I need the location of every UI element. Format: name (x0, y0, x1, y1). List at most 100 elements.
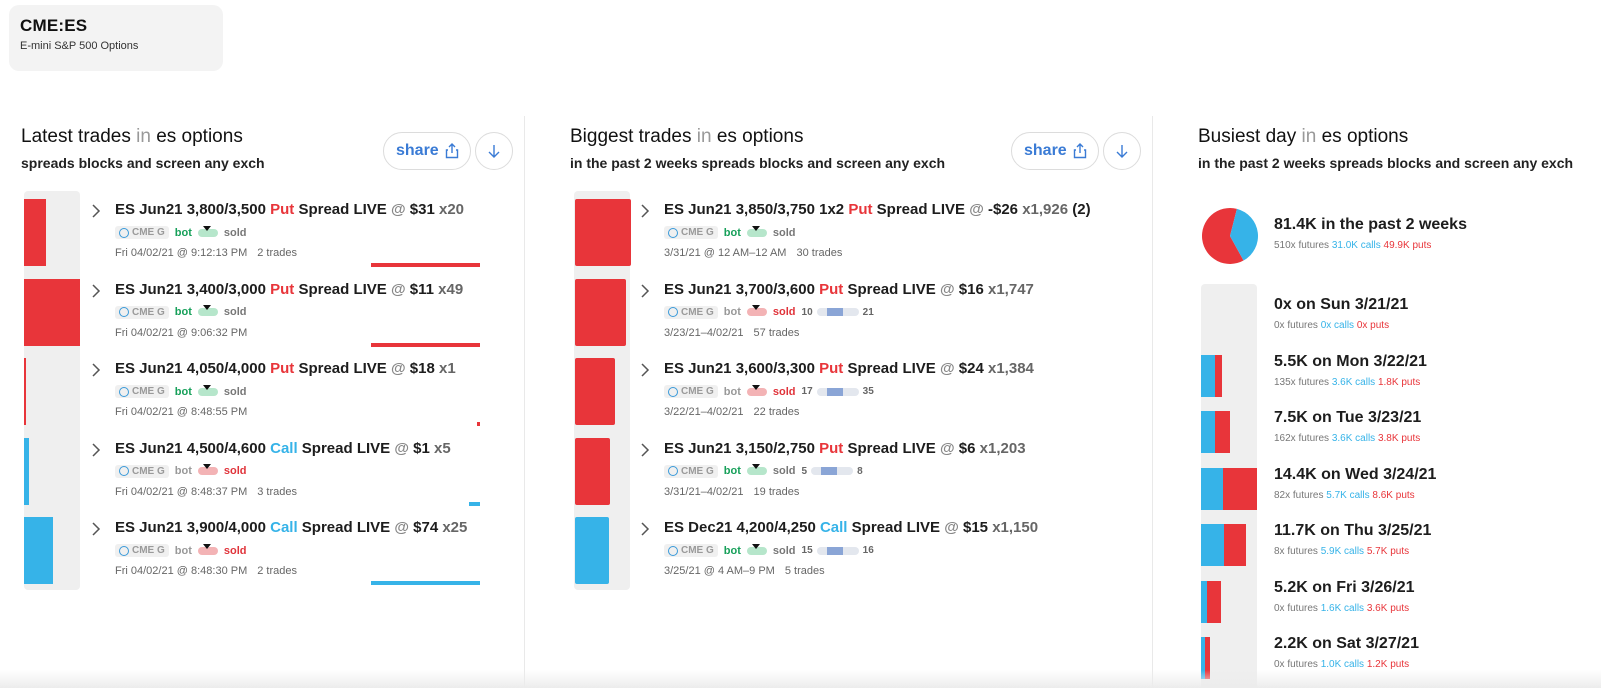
trade-row[interactable]: ES Dec21 4,200/4,250 Call Spread LIVE @ … (639, 519, 1139, 589)
summary-row[interactable]: 81.4K in the past 2 weeks 510x futures 3… (1274, 216, 1467, 251)
chevron-right-icon[interactable] (90, 521, 102, 537)
trade-size-line (477, 422, 480, 426)
trade-count: 2 trades (257, 247, 297, 259)
volume-bar (575, 278, 626, 346)
trade-row[interactable]: ES Jun21 3,800/3,500 Put Spread LIVE @ $… (90, 201, 500, 271)
trade-timestamp: 3/25/21 @ 4 AM–9 PM (664, 565, 775, 577)
sold-label: sold (223, 385, 247, 398)
volume-bar (575, 437, 610, 505)
ticker-name: E-mini S&P 500 Options (20, 40, 139, 52)
globe-icon (119, 545, 129, 556)
trade-row[interactable]: ES Jun21 3,150/2,750 Put Spread LIVE @ $… (639, 440, 1139, 510)
chevron-right-icon[interactable] (90, 283, 102, 299)
trade-row[interactable]: ES Jun21 4,050/4,000 Put Spread LIVE @ $… (90, 360, 500, 430)
trade-timestamp: 3/31/21–4/02/21 (664, 485, 744, 498)
trade-timestamp: 3/23/21–4/02/21 (664, 326, 744, 339)
day-row[interactable]: 14.4K on Wed 3/24/21 82x futures 5.7K cal… (1274, 466, 1436, 501)
trade-title: ES Dec21 4,200/4,250 Call Spread LIVE @ … (664, 519, 1038, 536)
trade-time: 3/31/21 @ 12 AM–12 AM 30 trades (664, 247, 842, 259)
download-button[interactable] (1103, 132, 1141, 170)
chevron-right-icon[interactable] (639, 521, 651, 537)
trade-row[interactable]: ES Jun21 3,400/3,000 Put Spread LIVE @ $… (90, 281, 500, 351)
sold-label: sold (772, 385, 796, 398)
panel-subtitle[interactable]: in the past 2 weeks spreads blocks and s… (1198, 155, 1574, 171)
trade-row[interactable]: ES Jun21 3,600/3,300 Put Spread LIVE @ $… (639, 360, 1139, 430)
day-row[interactable]: 0x on Sun 3/21/21 0x futures 0x calls 0x … (1274, 296, 1408, 331)
trade-at: @ (969, 201, 984, 218)
trade-option-type: Call (270, 519, 298, 536)
trade-row[interactable]: ES Jun21 3,850/3,750 1x2 Put Spread LIVE… (639, 201, 1139, 271)
volume-bar (24, 199, 46, 266)
panel-title-product[interactable]: es options (156, 126, 243, 147)
globe-icon (668, 545, 678, 556)
panel-title-product[interactable]: es options (1321, 126, 1409, 147)
trade-at: @ (939, 280, 955, 298)
exchange-badge: CME G (664, 544, 718, 557)
pie-slice-puts (1202, 208, 1244, 264)
trade-time: 3/25/21 @ 4 AM–9 PM 5 trades (664, 565, 825, 577)
exchange-badge: CME G (664, 226, 718, 239)
chevron-right-icon[interactable] (90, 362, 102, 378)
day-breakdown: 0x futures 1.0K calls 1.2K puts (1274, 659, 1419, 670)
exchange-badge: CME G (115, 385, 169, 398)
exchange-badge: CME G (115, 305, 169, 319)
globe-icon (668, 227, 678, 238)
day-row[interactable]: 2.2K on Sat 3/27/21 0x futures 1.0K calls… (1274, 635, 1419, 670)
trade-option-type: Put (819, 360, 844, 377)
day-breakdown: 82x futures 5.7K calls 8.6K puts (1274, 490, 1436, 501)
trade-price: $74 (413, 519, 439, 536)
download-button[interactable] (475, 132, 513, 170)
trade-price: $11 (409, 280, 434, 298)
sold-label: sold (772, 465, 796, 477)
trade-row[interactable]: ES Jun21 3,700/3,600 Put Spread LIVE @ $… (639, 281, 1139, 351)
chevron-right-icon[interactable] (90, 203, 102, 219)
trade-row[interactable]: ES Jun21 3,900/4,000 Call Spread LIVE @ … (90, 519, 500, 589)
day-breakdown: 135x futures 3.6K calls 1.8K puts (1274, 377, 1427, 388)
chevron-right-icon[interactable] (639, 283, 651, 299)
calls-count: 1.6K calls (1320, 602, 1365, 614)
ticker-card[interactable]: CME:ES E-mini S&P 500 Options (9, 5, 223, 71)
range-low: 5 (801, 465, 808, 477)
chevron-right-icon[interactable] (90, 442, 102, 458)
day-title: 14.4K on Wed 3/24/21 (1274, 465, 1437, 483)
day-title: 7.5K on Tue 3/23/21 (1274, 409, 1422, 426)
trade-timestamp: Fri 04/02/21 @ 8:48:30 PM (115, 565, 248, 577)
exchange-label: CME G (681, 386, 714, 397)
panel-subtitle[interactable]: spreads blocks and screen any exch (21, 155, 265, 171)
trade-instrument: ES Jun21 3,800/3,500 (115, 201, 266, 218)
range-low: 10 (801, 306, 813, 318)
day-row[interactable]: 7.5K on Tue 3/23/21 162x futures 3.6K cal… (1274, 409, 1421, 444)
trade-timestamp: Fri 04/02/21 @ 8:48:55 PM (115, 406, 248, 418)
trade-instrument: ES Jun21 3,150/2,750 (664, 439, 815, 457)
calls-puts-pie (1202, 208, 1258, 264)
panel-title-product[interactable]: es options (716, 126, 804, 147)
day-calls-bar (1201, 524, 1224, 566)
trade-meta: CME G bot sold (115, 305, 247, 319)
trade-instrument: ES Jun21 4,500/4,600 (115, 439, 266, 457)
share-button[interactable]: share (383, 132, 471, 170)
share-button[interactable]: share (1011, 132, 1099, 170)
trade-time: Fri 04/02/21 @ 8:48:55 PM (115, 406, 247, 418)
globe-icon (119, 307, 129, 317)
trade-count: 19 trades (753, 485, 800, 498)
trade-row[interactable]: ES Jun21 4,500/4,600 Call Spread LIVE @ … (90, 440, 500, 510)
day-row[interactable]: 11.7K on Thu 3/25/21 8x futures 5.9K call… (1274, 522, 1431, 557)
range-bar (816, 546, 859, 555)
bot-label: bot (723, 544, 741, 557)
column-divider (1152, 116, 1153, 688)
trade-time: Fri 04/02/21 @ 8:48:30 PM 2 trades (115, 565, 297, 577)
day-row[interactable]: 5.2K on Fri 3/26/21 0x futures 1.6K calls… (1274, 579, 1415, 614)
trade-title: ES Jun21 3,850/3,750 1x2 Put Spread LIVE… (664, 201, 1091, 218)
day-row[interactable]: 5.5K on Mon 3/22/21 135x futures 3.6K cal… (1274, 353, 1427, 388)
trade-status: Spread LIVE (847, 280, 936, 298)
chevron-right-icon[interactable] (639, 203, 651, 219)
panel-subtitle[interactable]: in the past 2 weeks spreads blocks and s… (570, 155, 946, 171)
trade-option-type: Put (270, 280, 295, 298)
trade-option-type: Put (270, 201, 295, 218)
exchange-label: CME G (681, 545, 714, 556)
chevron-right-icon[interactable] (639, 362, 651, 378)
trade-at: @ (944, 519, 959, 536)
puts-count: 3.6K puts (1366, 602, 1410, 614)
chevron-right-icon[interactable] (639, 442, 651, 458)
volume-bar (24, 358, 26, 425)
